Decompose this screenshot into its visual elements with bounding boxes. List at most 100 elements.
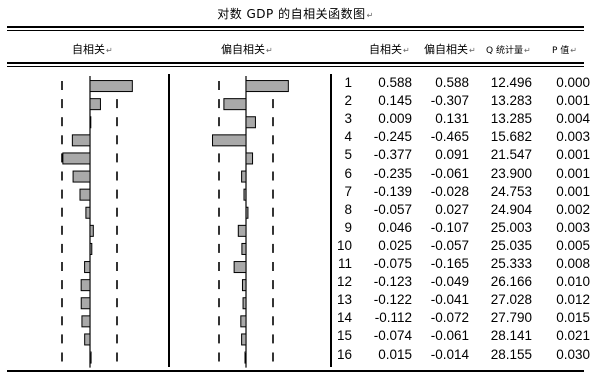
cell-pac: 0.027 — [435, 201, 469, 217]
table-bottom-rule — [7, 370, 584, 372]
cell-pac: -0.028 — [430, 183, 469, 199]
cell-ac: -0.122 — [373, 292, 412, 308]
header-bottom-rule-thin — [7, 66, 584, 67]
cell-ac: -0.074 — [373, 328, 412, 344]
acf-bar — [72, 170, 91, 183]
cell-pac: -0.014 — [430, 346, 469, 362]
cell-lag: 6 — [344, 165, 352, 181]
cell-ac: -0.377 — [373, 147, 412, 163]
cell-p: 0.003 — [556, 219, 590, 235]
cell-lag: 2 — [344, 93, 352, 109]
cell-ac: -0.123 — [373, 274, 412, 290]
cell-lag: 5 — [344, 147, 352, 163]
cell-pac: 0.131 — [435, 111, 469, 127]
pacf-bar — [244, 351, 247, 364]
acf-bar — [89, 116, 92, 129]
pacf-bar — [223, 98, 247, 111]
cell-ac: 0.145 — [378, 93, 412, 109]
acf-bar — [89, 351, 92, 364]
cell-p: 0.010 — [556, 274, 590, 290]
cell-lag: 13 — [336, 292, 352, 308]
acf-bar — [80, 279, 91, 292]
cell-q: 24.904 — [490, 201, 532, 217]
panel-separator-left — [168, 74, 170, 367]
pacf-bar — [245, 116, 256, 129]
acf-bar — [89, 242, 93, 255]
cell-ac: 0.009 — [378, 111, 412, 127]
cell-lag: 12 — [336, 274, 352, 290]
acf-bar — [80, 297, 91, 310]
cell-q: 21.547 — [490, 147, 532, 163]
cell-lag: 11 — [337, 256, 352, 271]
cell-q: 13.285 — [490, 111, 532, 127]
cell-p: 0.004 — [556, 111, 590, 127]
cell-p: 0.003 — [556, 129, 590, 145]
header-ac: 自相关↵ — [369, 43, 410, 56]
pacf-bar — [212, 134, 247, 147]
acf-bar — [89, 80, 133, 93]
paragraph-mark: ↵ — [366, 11, 374, 20]
cell-pac: -0.061 — [430, 165, 469, 181]
header-bottom-rule — [7, 62, 584, 64]
pacf-bar — [241, 279, 247, 292]
cell-p: 0.002 — [556, 201, 590, 217]
cell-p: 0.001 — [556, 147, 590, 163]
cell-pac: -0.061 — [430, 328, 469, 344]
cell-q: 13.283 — [490, 93, 532, 109]
cell-pac: -0.041 — [430, 292, 469, 308]
panel-separator-right — [330, 74, 332, 367]
title-text: 对数 GDP 的自相关函数图 — [217, 7, 366, 21]
cell-lag: 10 — [336, 237, 352, 253]
cell-ac: -0.057 — [373, 201, 412, 217]
cell-ac: 0.588 — [378, 75, 412, 90]
cell-q: 28.141 — [490, 328, 532, 344]
cell-p: 0.008 — [556, 256, 590, 271]
cell-ac: -0.112 — [374, 310, 412, 326]
cell-lag: 1 — [344, 75, 352, 90]
cell-pac: -0.049 — [430, 274, 469, 290]
cell-q: 12.496 — [490, 75, 532, 90]
cell-q: 27.028 — [490, 292, 532, 308]
cell-lag: 16 — [336, 346, 352, 362]
cell-p: 0.001 — [556, 183, 590, 199]
cell-q: 25.003 — [490, 219, 532, 235]
cell-p: 0.021 — [556, 328, 590, 344]
acf-bar — [79, 188, 91, 201]
acf-bar — [84, 261, 91, 274]
pacf-bar — [242, 297, 247, 310]
header-acf-plot: 自相关↵ — [72, 43, 113, 56]
table-top-rule-thin — [7, 30, 584, 31]
cell-p: 0.001 — [556, 93, 590, 109]
cell-lag: 15 — [336, 328, 352, 344]
cell-ac: 0.015 — [378, 346, 412, 362]
pacf-bar — [245, 206, 249, 219]
cell-q: 26.166 — [490, 274, 532, 290]
acf-bar — [84, 333, 91, 346]
cell-lag: 7 — [344, 183, 352, 199]
cell-lag: 14 — [336, 310, 352, 326]
cell-q: 25.333 — [490, 256, 532, 271]
cell-ac: -0.075 — [373, 256, 412, 271]
cell-lag: 9 — [344, 219, 352, 235]
cell-ac: 0.025 — [378, 237, 412, 253]
cell-p: 0.001 — [556, 165, 590, 181]
pacf-bar — [245, 152, 254, 165]
cell-pac: -0.165 — [430, 256, 469, 271]
cell-pac: 0.588 — [435, 75, 469, 90]
cell-ac: -0.139 — [373, 183, 412, 199]
cell-p: 0.005 — [556, 237, 590, 253]
cell-p: 0.030 — [556, 346, 590, 362]
cell-q: 25.035 — [490, 237, 532, 253]
figure-title: 对数 GDP 的自相关函数图↵ — [0, 5, 591, 22]
cell-p: 0.015 — [556, 310, 590, 326]
pacf-bar — [233, 261, 247, 274]
acf-bar — [71, 134, 91, 147]
cell-pac: -0.072 — [430, 310, 469, 326]
cell-pac: -0.465 — [430, 129, 469, 145]
pacf-bar — [245, 80, 289, 93]
pacf-bar — [243, 188, 247, 201]
cell-lag: 8 — [344, 201, 352, 217]
cell-pac: -0.057 — [430, 237, 469, 253]
pacf-bar — [241, 333, 247, 346]
